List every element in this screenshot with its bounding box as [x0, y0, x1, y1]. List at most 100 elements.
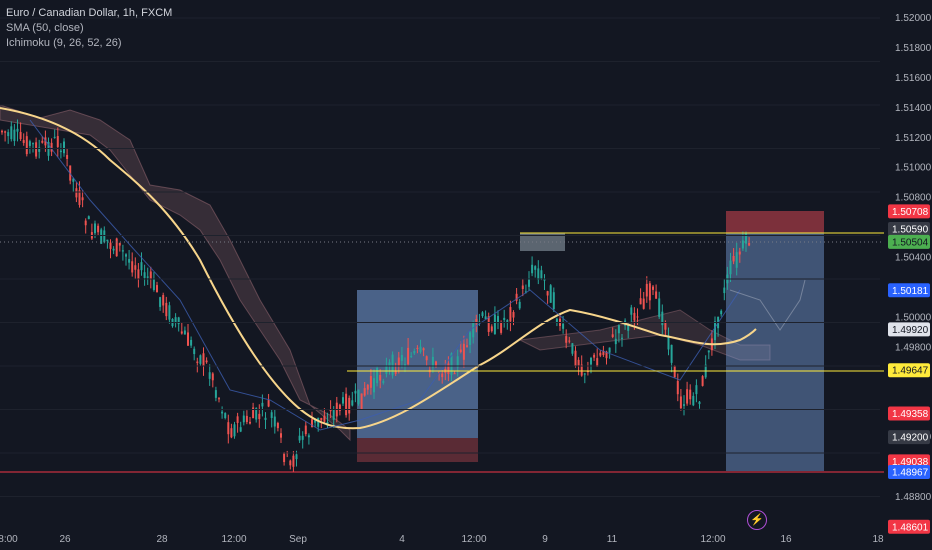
candle-body: [605, 351, 608, 359]
price-tag-background: [888, 204, 930, 219]
candle-body: [314, 420, 317, 423]
candle-body: [627, 324, 630, 331]
candle-body: [413, 350, 416, 354]
candle-body: [524, 291, 527, 293]
candle-body: [515, 293, 518, 301]
indicator-lines: [0, 107, 806, 431]
price-tag: 1.50181: [888, 283, 930, 298]
candle-body: [388, 362, 391, 366]
candle-body: [394, 370, 397, 374]
candle-body: [84, 220, 87, 226]
candle-body: [292, 455, 295, 467]
candle-body: [131, 261, 134, 273]
price-tag-label: 1.48967: [892, 468, 929, 479]
lagging-line: [729, 279, 806, 331]
price-tag-background: [888, 465, 930, 480]
price-tick-label: 1.51000: [895, 163, 932, 174]
candle-body: [692, 395, 695, 406]
cloud-band: [518, 309, 771, 361]
candle-body: [109, 242, 112, 249]
candle-body: [689, 389, 692, 400]
candle-body: [202, 353, 205, 367]
candle-body: [140, 262, 143, 271]
candle-body: [586, 371, 589, 373]
sma-indicator-label[interactable]: SMA (50, close): [6, 22, 84, 34]
short-position-target-zone: [726, 233, 824, 471]
price-tick-label: 1.52000: [895, 13, 932, 24]
long-position-stop-zone: [357, 438, 478, 462]
price-tag: 1.49358: [888, 406, 930, 421]
candle-body: [121, 250, 124, 252]
candle-body: [53, 136, 56, 138]
time-tick-label: 26: [59, 534, 71, 545]
candle-body: [177, 317, 180, 325]
price-tag-background: [888, 454, 930, 469]
candle-body: [466, 345, 468, 347]
ichimoku-indicator-label[interactable]: Ichimoku (9, 26, 52, 26): [6, 37, 122, 49]
candle-body: [621, 337, 623, 339]
candle-body: [695, 385, 698, 395]
time-tick-label: 16: [780, 534, 792, 545]
candle-body: [22, 140, 25, 143]
candle-body: [205, 360, 208, 363]
candle-body: [577, 359, 580, 366]
candle-body: [75, 188, 78, 198]
candle-body: [56, 136, 59, 147]
candle-body: [94, 223, 96, 234]
candle-body: [35, 142, 38, 157]
candle-body: [673, 366, 676, 378]
candle-body: [648, 283, 651, 301]
candle-body: [193, 348, 196, 355]
candle-body: [245, 415, 248, 423]
candle-body: [72, 178, 75, 182]
candle-body: [391, 354, 394, 376]
candle-body: [199, 355, 202, 364]
candle-body: [187, 332, 189, 346]
candle-body: [521, 285, 524, 290]
candle-body: [720, 310, 723, 315]
candle-body: [329, 409, 332, 412]
candle-body: [723, 287, 726, 294]
candle-body: [16, 128, 19, 132]
candle-body: [652, 286, 654, 290]
price-tag-background: [888, 519, 930, 534]
candle-body: [422, 348, 425, 351]
price-tag-background: [888, 234, 930, 249]
candle-body: [509, 307, 512, 322]
candle-body: [338, 404, 341, 411]
candle-body: [639, 298, 642, 305]
price-tag: 1.48967: [888, 465, 930, 480]
candle-body: [580, 364, 583, 376]
candle-body: [459, 349, 462, 353]
price-tick-label: 1.50800: [895, 193, 932, 204]
candle-body: [190, 339, 193, 346]
candle-body: [596, 358, 599, 367]
time-axis[interactable]: 8:00 26 28 12:00 Sep 4 12:00 9 11 12:00 16 18: [0, 534, 884, 545]
symbol-title[interactable]: Euro / Canadian Dollar, 1h, FXCM: [6, 7, 173, 19]
candle-body: [450, 353, 453, 375]
price-tag-background: [888, 222, 930, 237]
lightning-icon[interactable]: ⚡: [747, 510, 767, 530]
price-tag-label: 1.50708: [892, 207, 929, 218]
price-axis[interactable]: 1.52000 1.51800 1.51600 1.51400 1.51200 1.510…: [884, 0, 932, 550]
price-tag-background: [888, 363, 930, 378]
candle-body: [4, 131, 7, 133]
candle-body: [707, 350, 710, 353]
candle-body: [683, 404, 685, 406]
candle-body: [115, 238, 118, 257]
candle-body: [741, 240, 744, 249]
candle-body: [397, 357, 400, 366]
candle-body: [416, 347, 419, 349]
price-tick-label: 1.49800: [895, 342, 932, 353]
candle-body: [512, 312, 515, 318]
price-tick-label: 1.50000: [895, 312, 932, 323]
candle-body: [373, 378, 375, 393]
price-tag-background: [888, 322, 930, 337]
candle-body: [273, 416, 276, 427]
candle-body: [59, 150, 62, 153]
candle-body: [233, 424, 236, 437]
candle-body: [484, 316, 487, 320]
time-tick-label: 11: [607, 534, 618, 545]
candle-body: [655, 291, 658, 299]
